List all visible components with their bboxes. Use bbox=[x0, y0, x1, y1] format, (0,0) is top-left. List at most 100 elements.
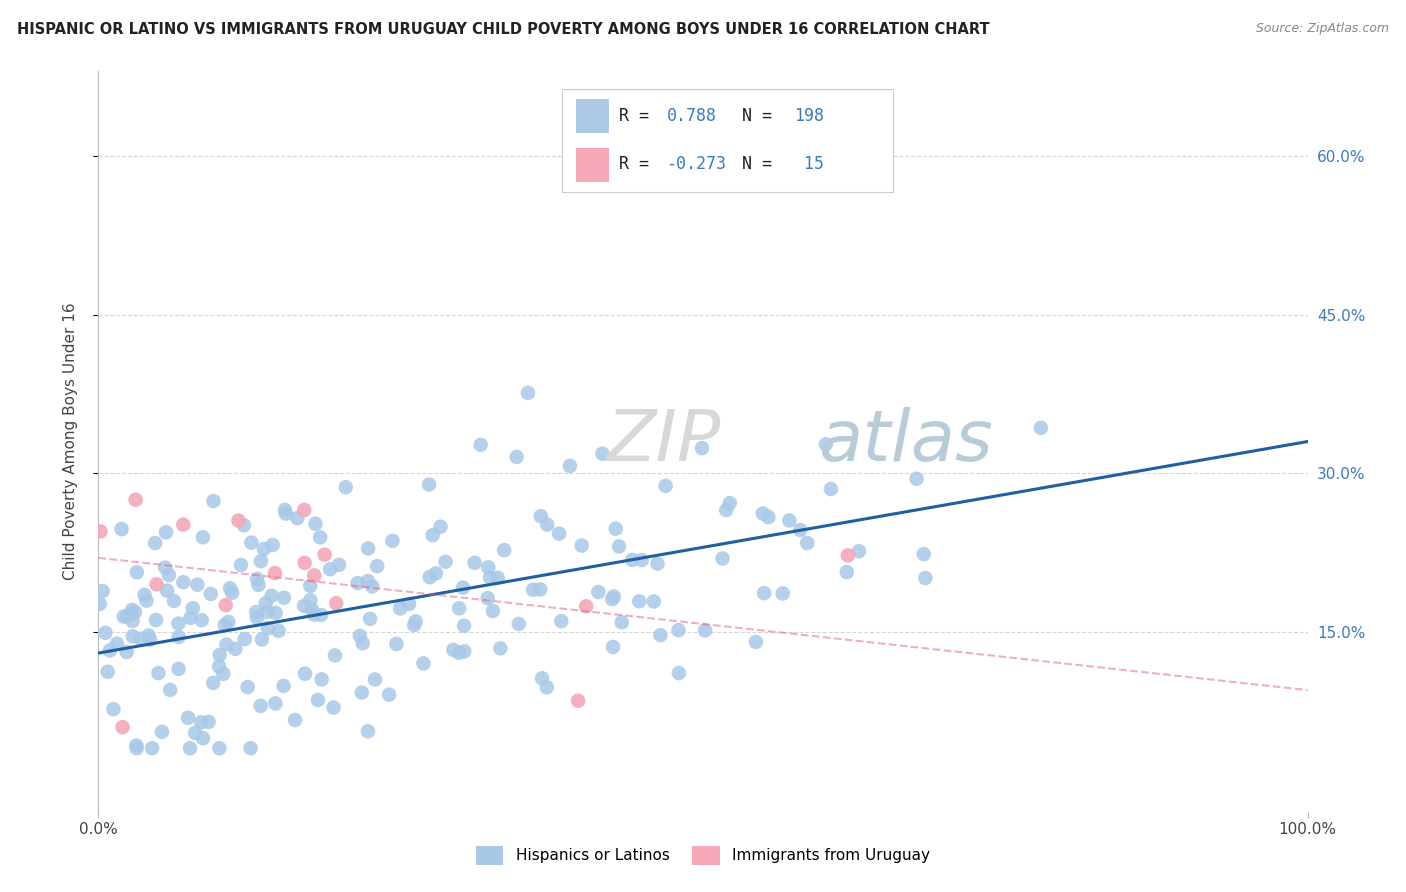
Point bbox=[690, 441, 713, 455]
Point bbox=[179, 741, 201, 756]
Point bbox=[254, 596, 277, 610]
Point bbox=[264, 566, 287, 580]
Point bbox=[516, 385, 538, 400]
Point bbox=[208, 659, 231, 673]
Point bbox=[260, 589, 283, 603]
Point bbox=[233, 632, 256, 646]
Point bbox=[172, 575, 194, 590]
Point bbox=[323, 648, 346, 663]
Point bbox=[240, 535, 263, 549]
Point bbox=[1029, 421, 1052, 435]
Point bbox=[335, 480, 357, 494]
Point bbox=[157, 568, 180, 582]
Point bbox=[758, 510, 780, 524]
Point bbox=[292, 503, 315, 517]
Point bbox=[837, 549, 859, 563]
Point bbox=[772, 586, 794, 600]
Point bbox=[304, 516, 326, 531]
Point bbox=[695, 624, 717, 638]
Point bbox=[486, 571, 509, 585]
Point bbox=[453, 644, 475, 658]
Point bbox=[605, 522, 627, 536]
Point bbox=[398, 597, 420, 611]
Point bbox=[489, 641, 512, 656]
Point bbox=[364, 673, 387, 687]
Point bbox=[121, 629, 143, 643]
Point bbox=[125, 741, 148, 756]
Point bbox=[536, 680, 558, 694]
Point bbox=[418, 477, 440, 491]
Point bbox=[115, 645, 138, 659]
Point bbox=[197, 714, 219, 729]
Point bbox=[716, 503, 738, 517]
Point bbox=[718, 496, 741, 510]
Text: -0.273: -0.273 bbox=[666, 154, 727, 172]
Point bbox=[236, 680, 259, 694]
Point bbox=[246, 572, 269, 586]
Point bbox=[299, 579, 322, 593]
Point bbox=[311, 673, 333, 687]
Text: N =: N = bbox=[742, 154, 783, 172]
Point bbox=[125, 739, 148, 753]
Point bbox=[191, 530, 214, 544]
Point bbox=[257, 621, 280, 635]
Text: N =: N = bbox=[742, 107, 783, 125]
Point bbox=[294, 666, 316, 681]
Point bbox=[121, 607, 143, 621]
Point bbox=[381, 533, 404, 548]
Point bbox=[357, 541, 380, 556]
Point bbox=[148, 666, 170, 681]
Point bbox=[239, 741, 262, 756]
Point bbox=[304, 568, 326, 582]
Point bbox=[530, 509, 553, 524]
Text: R =: R = bbox=[619, 154, 658, 172]
Point bbox=[202, 676, 225, 690]
Point bbox=[575, 599, 598, 614]
Point bbox=[105, 637, 128, 651]
Point bbox=[138, 629, 160, 643]
Point bbox=[294, 556, 316, 570]
Point bbox=[172, 517, 194, 532]
Text: atlas: atlas bbox=[818, 407, 993, 476]
Point bbox=[215, 598, 238, 612]
Point bbox=[607, 540, 630, 554]
Point bbox=[284, 713, 307, 727]
Point bbox=[262, 538, 284, 552]
Point bbox=[650, 628, 672, 642]
Point bbox=[359, 612, 381, 626]
Point bbox=[177, 711, 200, 725]
Point bbox=[531, 671, 554, 685]
Text: ZIP: ZIP bbox=[606, 407, 721, 476]
Point bbox=[212, 666, 235, 681]
Point bbox=[145, 613, 167, 627]
Point bbox=[110, 522, 132, 536]
Point bbox=[647, 557, 669, 571]
Point bbox=[494, 543, 516, 558]
Point bbox=[219, 581, 242, 595]
Point bbox=[558, 458, 581, 473]
Point bbox=[186, 578, 208, 592]
Point bbox=[221, 585, 243, 599]
Point bbox=[184, 726, 207, 740]
Point bbox=[155, 560, 177, 574]
Point bbox=[630, 553, 652, 567]
Point bbox=[228, 514, 250, 528]
Point bbox=[349, 629, 371, 643]
Point bbox=[232, 518, 254, 533]
Text: 15: 15 bbox=[793, 154, 824, 172]
Point bbox=[912, 547, 935, 561]
Point bbox=[124, 605, 146, 619]
Point bbox=[115, 609, 138, 624]
Point bbox=[314, 548, 336, 562]
Point bbox=[214, 618, 236, 632]
Point bbox=[304, 607, 326, 622]
Legend: Hispanics or Latinos, Immigrants from Uruguay: Hispanics or Latinos, Immigrants from Ur… bbox=[470, 840, 936, 871]
Point bbox=[567, 694, 589, 708]
Point bbox=[250, 632, 273, 647]
Text: R =: R = bbox=[619, 107, 658, 125]
Point bbox=[245, 605, 267, 619]
Point bbox=[453, 618, 475, 632]
Point bbox=[247, 578, 270, 592]
Point bbox=[536, 517, 558, 532]
Point bbox=[745, 635, 768, 649]
